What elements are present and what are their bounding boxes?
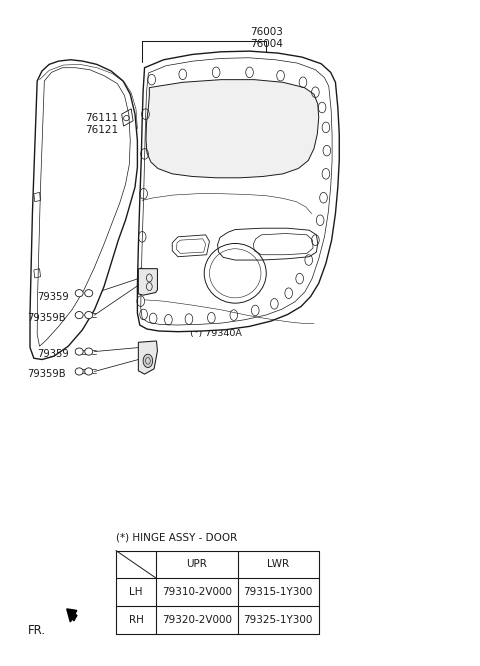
Ellipse shape <box>75 348 83 355</box>
Text: LWR: LWR <box>267 559 289 569</box>
Text: 76003
76004: 76003 76004 <box>250 27 283 49</box>
Text: 76111
76121: 76111 76121 <box>85 113 118 135</box>
Text: 79310-2V000: 79310-2V000 <box>162 587 232 597</box>
Ellipse shape <box>75 290 83 297</box>
Text: LH: LH <box>130 587 143 597</box>
Ellipse shape <box>84 290 93 297</box>
Text: FR.: FR. <box>28 623 46 637</box>
Text: 79320-2V000: 79320-2V000 <box>162 615 232 625</box>
Text: (*) HINGE ASSY - DOOR: (*) HINGE ASSY - DOOR <box>116 532 237 542</box>
Polygon shape <box>146 80 319 178</box>
Text: 79359: 79359 <box>37 292 69 302</box>
Text: (*) 79311
(*) 79312: (*) 79311 (*) 79312 <box>190 271 235 291</box>
Text: UPR: UPR <box>187 559 207 569</box>
Text: RH: RH <box>129 615 144 625</box>
Ellipse shape <box>75 312 83 318</box>
Text: 79359: 79359 <box>37 349 69 359</box>
Ellipse shape <box>75 368 83 375</box>
Polygon shape <box>138 268 157 295</box>
FancyArrow shape <box>67 609 77 622</box>
Text: 79315-1Y300: 79315-1Y300 <box>243 587 313 597</box>
Text: 79325-1Y300: 79325-1Y300 <box>243 615 313 625</box>
Ellipse shape <box>84 348 93 355</box>
Ellipse shape <box>84 312 93 318</box>
Ellipse shape <box>84 368 93 375</box>
Text: (*) 79330B
(*) 79340A: (*) 79330B (*) 79340A <box>190 318 242 338</box>
Polygon shape <box>30 60 137 360</box>
Text: 79359B: 79359B <box>28 369 66 379</box>
Polygon shape <box>138 341 157 374</box>
Text: 79359B: 79359B <box>28 314 66 324</box>
Polygon shape <box>137 51 339 332</box>
Circle shape <box>143 354 153 368</box>
